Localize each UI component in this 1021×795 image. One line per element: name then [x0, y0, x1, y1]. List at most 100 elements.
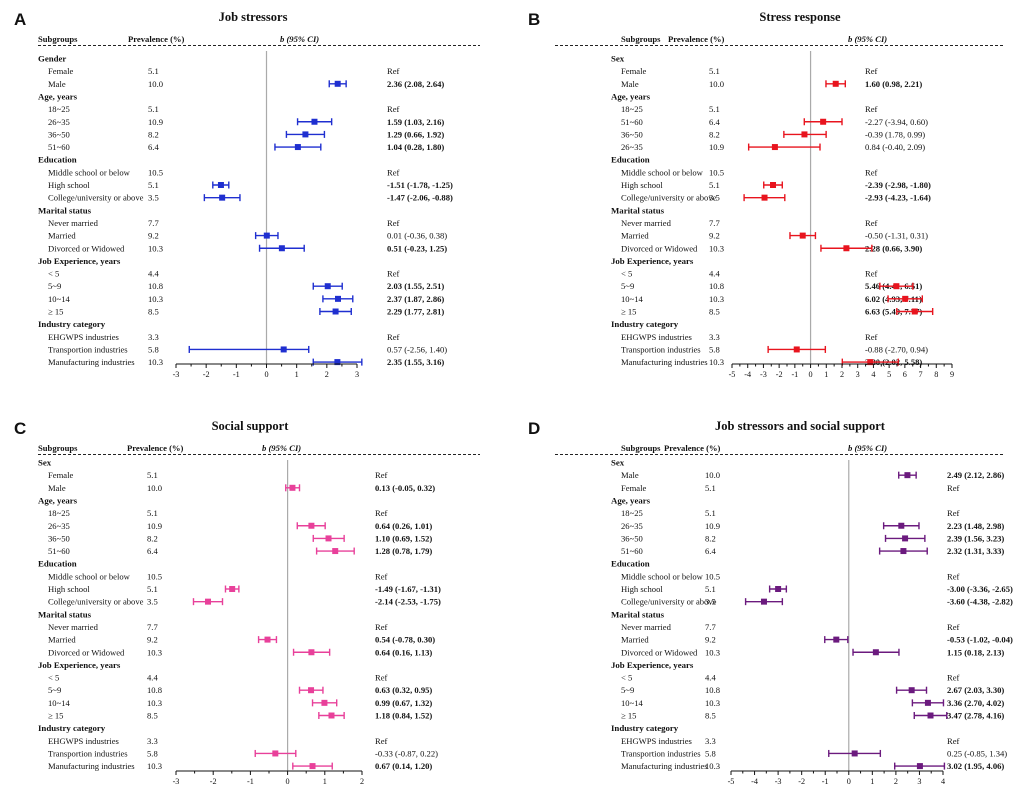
- row-estimate: -0.53 (-1.02, -0.04): [947, 635, 1013, 645]
- row-prevalence: 5.1: [709, 104, 720, 114]
- group-heading: Job Experience, years: [611, 256, 694, 266]
- x-tick-label: -3: [760, 370, 767, 379]
- row-label: College/university or above: [621, 597, 717, 607]
- row-prevalence: 5.8: [705, 748, 716, 758]
- row-label: Never married: [48, 622, 99, 632]
- row-label: High school: [48, 584, 90, 594]
- x-tick-label: 2: [894, 777, 898, 786]
- row-estimate: -1.49 (-1.67, -1.31): [375, 584, 441, 594]
- row-estimate: 2.36 (2.08, 2.64): [387, 79, 444, 89]
- row-prevalence: 10.3: [148, 243, 163, 253]
- point-estimate: [272, 750, 279, 757]
- row-label: < 5: [48, 673, 59, 683]
- x-tick-label: -2: [798, 777, 805, 786]
- row-label: Transportion industries: [48, 748, 128, 758]
- row-prevalence: 10.0: [148, 79, 163, 89]
- row-label: ≥ 15: [621, 711, 636, 721]
- row-estimate: 0.01 (-0.36, 0.38): [387, 231, 447, 241]
- point-estimate: [900, 548, 907, 555]
- row-label: Married: [621, 231, 649, 241]
- row-label: 51~60: [48, 142, 70, 152]
- row-label: 18~25: [48, 508, 70, 518]
- point-estimate: [770, 182, 777, 188]
- point-estimate: [908, 687, 915, 694]
- header-prevalence: Prevalence (%): [668, 34, 725, 44]
- row-estimate: -1.51 (-1.78, -1.25): [387, 180, 453, 190]
- row-estimate: Ref: [947, 508, 960, 518]
- x-tick-label: -1: [822, 777, 829, 786]
- point-estimate: [311, 118, 318, 125]
- row-label: EHGWPS industries: [621, 736, 693, 746]
- row-label: Female: [48, 470, 73, 480]
- header-subgroups: Subgroups: [38, 34, 78, 44]
- row-label: College/university or above: [48, 597, 144, 607]
- row-estimate: -0.88 (-2.70, 0.94): [865, 344, 928, 354]
- point-estimate: [833, 636, 840, 643]
- row-prevalence: 4.4: [705, 673, 716, 683]
- row-prevalence: 7.7: [705, 622, 716, 632]
- row-estimate: Ref: [947, 483, 960, 493]
- point-estimate: [229, 586, 236, 592]
- point-estimate: [328, 712, 335, 719]
- x-tick-label: 5: [887, 370, 891, 379]
- row-estimate: 0.63 (0.32, 0.95): [375, 685, 432, 695]
- point-estimate: [302, 131, 309, 138]
- row-label: Divorced or Widowed: [48, 243, 125, 253]
- point-estimate: [332, 548, 339, 555]
- x-tick-label: 1: [870, 777, 874, 786]
- panel-letter: C: [14, 419, 26, 438]
- row-estimate: 0.64 (0.16, 1.13): [375, 647, 432, 657]
- row-label: 36~50: [621, 129, 643, 139]
- row-prevalence: 10.3: [147, 761, 162, 771]
- row-prevalence: 10.8: [148, 281, 163, 291]
- row-estimate: Ref: [387, 167, 400, 177]
- row-estimate: Ref: [375, 470, 388, 480]
- row-label: Male: [48, 483, 66, 493]
- row-estimate: Ref: [387, 269, 400, 279]
- group-heading: Job Experience, years: [38, 256, 121, 266]
- row-label: 18~25: [621, 508, 643, 518]
- row-estimate: Ref: [947, 736, 960, 746]
- row-estimate: 3.02 (1.95, 4.06): [947, 761, 1004, 771]
- row-prevalence: 10.3: [147, 698, 162, 708]
- row-prevalence: 8.2: [709, 129, 720, 139]
- x-tick-label: -5: [729, 370, 736, 379]
- row-estimate: Ref: [865, 66, 878, 76]
- group-heading: Education: [611, 559, 650, 569]
- point-estimate: [916, 763, 923, 770]
- row-prevalence: 4.4: [147, 673, 158, 683]
- x-tick-label: 3: [856, 370, 860, 379]
- row-estimate: Ref: [375, 508, 388, 518]
- point-estimate: [289, 484, 296, 491]
- row-estimate: Ref: [865, 167, 878, 177]
- point-estimate: [893, 283, 900, 290]
- row-prevalence: 10.3: [705, 761, 720, 771]
- point-estimate: [851, 750, 858, 757]
- row-label: Never married: [621, 622, 672, 632]
- x-tick-label: 7: [919, 370, 923, 379]
- row-label: Male: [48, 79, 66, 89]
- row-estimate: Ref: [387, 218, 400, 228]
- x-tick-label: 4: [871, 370, 875, 379]
- header-subgroups: Subgroups: [621, 443, 661, 453]
- row-label: Middle school or below: [48, 167, 131, 177]
- x-tick-label: -2: [203, 370, 210, 379]
- row-estimate: 0.51 (-0.23, 1.25): [387, 243, 447, 253]
- row-prevalence: 3.3: [709, 332, 720, 342]
- row-estimate: 1.28 (0.78, 1.79): [375, 546, 432, 556]
- row-estimate: Ref: [375, 736, 388, 746]
- row-label: Divorced or Widowed: [621, 647, 698, 657]
- row-prevalence: 10.3: [705, 647, 720, 657]
- group-heading: Industry category: [611, 723, 679, 733]
- row-prevalence: 8.5: [147, 711, 158, 721]
- row-estimate: -1.47 (-2.06, -0.88): [387, 193, 453, 203]
- x-tick-label: 0: [286, 777, 290, 786]
- row-prevalence: 5.1: [709, 180, 720, 190]
- panel-title: Social support: [212, 419, 290, 433]
- row-prevalence: 10.3: [147, 647, 162, 657]
- row-prevalence: 5.8: [709, 344, 720, 354]
- header-estimate: b (95% CI): [280, 34, 319, 44]
- row-estimate: 2.39 (1.56, 3.23): [947, 533, 1004, 543]
- x-tick-label: 2: [360, 777, 364, 786]
